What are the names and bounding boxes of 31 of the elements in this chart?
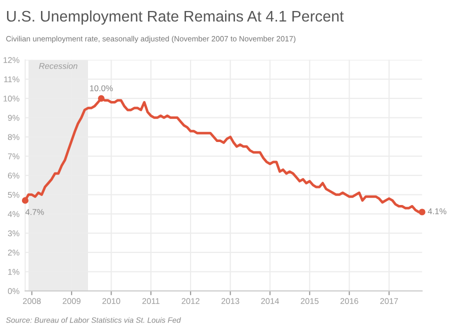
y-tick-label: 9% bbox=[8, 114, 20, 121]
x-tick-label: 2013 bbox=[221, 298, 240, 304]
band-label: Recession bbox=[39, 62, 78, 69]
chart-title: U.S. Unemployment Rate Remains At 4.1 Percent bbox=[7, 10, 344, 25]
y-tick-label: 8% bbox=[8, 134, 20, 140]
x-tick-label: 2014 bbox=[261, 298, 280, 304]
y-tick-label: 4% bbox=[8, 211, 20, 218]
x-tick-label: 2009 bbox=[62, 298, 80, 304]
y-tick-label: 12% bbox=[4, 57, 20, 63]
x-tick-label: 2011 bbox=[142, 298, 160, 304]
x-tick-label: 2012 bbox=[182, 298, 200, 304]
y-tick-label: 3% bbox=[8, 230, 20, 236]
annotation: 4.7% bbox=[25, 209, 44, 215]
y-tick-label: 11% bbox=[4, 76, 20, 82]
y-tick-label: 5% bbox=[8, 192, 20, 198]
x-tick-label: 2008 bbox=[22, 298, 41, 304]
y-tick-label: 7% bbox=[8, 153, 20, 160]
x-tick-label: 2017 bbox=[380, 298, 398, 304]
x-tick-label: 2016 bbox=[340, 298, 358, 304]
y-tick-label: 10% bbox=[4, 96, 20, 102]
y-tick-label: 6% bbox=[8, 172, 20, 179]
point bbox=[418, 208, 426, 216]
point bbox=[98, 95, 105, 102]
y-tick-label: 0% bbox=[8, 288, 20, 294]
y-tick-label: 2% bbox=[8, 250, 20, 256]
y-tick-label: 1% bbox=[8, 268, 20, 275]
annotation: 4.1% bbox=[428, 208, 446, 214]
x-tick-label: 2015 bbox=[300, 298, 319, 304]
annotation: 10.0% bbox=[90, 85, 113, 92]
x-tick-label: 2010 bbox=[102, 298, 120, 304]
point bbox=[22, 197, 28, 204]
